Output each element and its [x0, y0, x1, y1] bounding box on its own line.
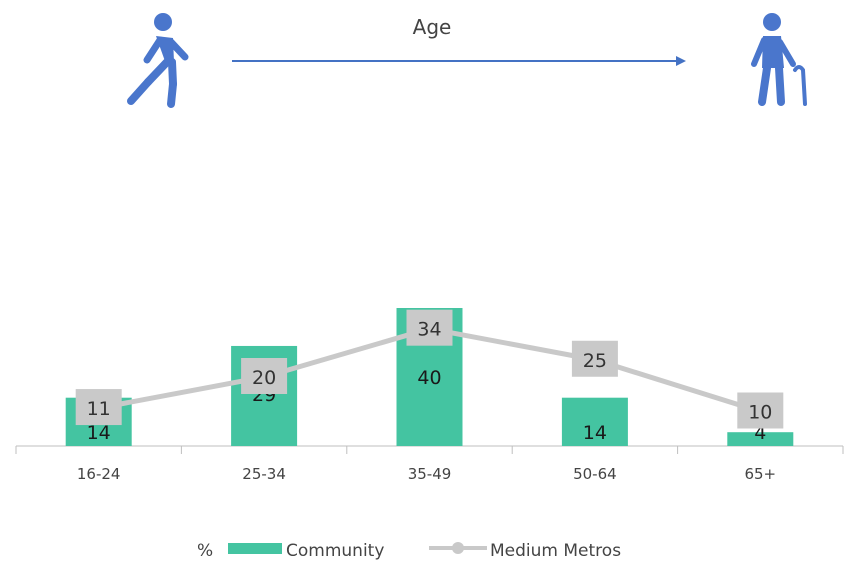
medium-metros-line-layer: 11 20 34 25 10: [75, 309, 784, 429]
legend-community-label: Community: [286, 541, 384, 561]
community-bar-65+: [727, 432, 794, 446]
community-value-label: 40: [417, 367, 441, 389]
walking-person-icon: [127, 13, 189, 108]
x-tick-label-35-49: 35-49: [408, 465, 452, 483]
community-value-label: 14: [87, 422, 111, 444]
x-axis-ticks: [15, 446, 844, 454]
medium-metros-label-box: [241, 358, 288, 394]
medium-metros-value-label: 10: [748, 402, 772, 424]
age-label: Age: [413, 15, 452, 39]
x-axis-tick-labels: 16-24 25-34 35-49 50-64 65+: [77, 465, 776, 483]
elderly-person-with-cane-icon: [751, 13, 807, 106]
x-tick-label-50-64: 50-64: [573, 465, 617, 483]
legend-medium-metros-label: Medium Metros: [490, 541, 621, 561]
x-tick-label-16-24: 16-24: [77, 465, 121, 483]
legend-units: %: [197, 541, 213, 561]
x-tick-label-25-34: 25-34: [242, 465, 286, 483]
medium-metros-value-label: 20: [252, 367, 276, 389]
community-value-label: 14: [583, 422, 607, 444]
medium-metros-label-box: [75, 389, 122, 426]
medium-metros-label-box: [571, 340, 618, 377]
legend: % Community Medium Metros: [197, 541, 621, 561]
medium-metros-value-label: 25: [583, 350, 607, 372]
medium-metros-value-label: 11: [87, 398, 111, 420]
x-tick-label-65+: 65+: [744, 465, 776, 483]
medium-metros-value-label: 34: [417, 319, 441, 341]
medium-metros-label-box: [737, 392, 784, 429]
community-bar-50-64: [561, 397, 628, 446]
medium-metros-label-box: [406, 309, 453, 346]
legend-medium-metros-marker: [452, 542, 464, 554]
legend-community-swatch: [228, 543, 282, 554]
